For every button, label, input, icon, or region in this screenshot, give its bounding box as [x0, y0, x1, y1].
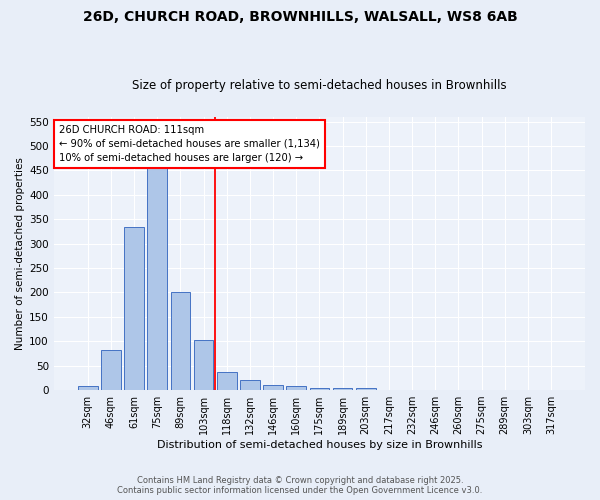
Bar [240, 380, 260, 390]
Bar [310, 388, 329, 390]
Bar [78, 386, 98, 390]
Bar [170, 292, 190, 390]
Title: Size of property relative to semi-detached houses in Brownhills: Size of property relative to semi-detach… [132, 79, 507, 92]
Bar [124, 226, 144, 390]
Bar [356, 388, 376, 390]
Bar [263, 385, 283, 390]
Bar [286, 386, 306, 390]
Y-axis label: Number of semi-detached properties: Number of semi-detached properties [15, 157, 25, 350]
X-axis label: Distribution of semi-detached houses by size in Brownhills: Distribution of semi-detached houses by … [157, 440, 482, 450]
Text: 26D, CHURCH ROAD, BROWNHILLS, WALSALL, WS8 6AB: 26D, CHURCH ROAD, BROWNHILLS, WALSALL, W… [83, 10, 517, 24]
Bar [101, 350, 121, 390]
Text: 26D CHURCH ROAD: 111sqm
← 90% of semi-detached houses are smaller (1,134)
10% of: 26D CHURCH ROAD: 111sqm ← 90% of semi-de… [59, 125, 320, 163]
Bar [333, 388, 352, 390]
Bar [217, 372, 236, 390]
Bar [194, 340, 214, 390]
Text: Contains HM Land Registry data © Crown copyright and database right 2025.
Contai: Contains HM Land Registry data © Crown c… [118, 476, 482, 495]
Bar [148, 168, 167, 390]
